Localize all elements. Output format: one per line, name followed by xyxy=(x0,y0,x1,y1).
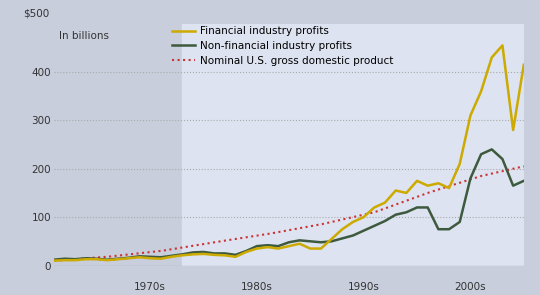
Text: 1980s: 1980s xyxy=(241,282,273,292)
Text: 1990s: 1990s xyxy=(348,282,380,292)
Text: 1970s: 1970s xyxy=(134,282,166,292)
Text: $500: $500 xyxy=(23,9,49,19)
Legend: Financial industry profits, Non-financial industry profits, Nominal U.S. gross d: Financial industry profits, Non-financia… xyxy=(172,26,394,66)
Text: In billions: In billions xyxy=(59,31,109,41)
Text: 2000s: 2000s xyxy=(455,282,486,292)
Bar xyxy=(182,24,524,266)
Bar xyxy=(54,24,182,266)
